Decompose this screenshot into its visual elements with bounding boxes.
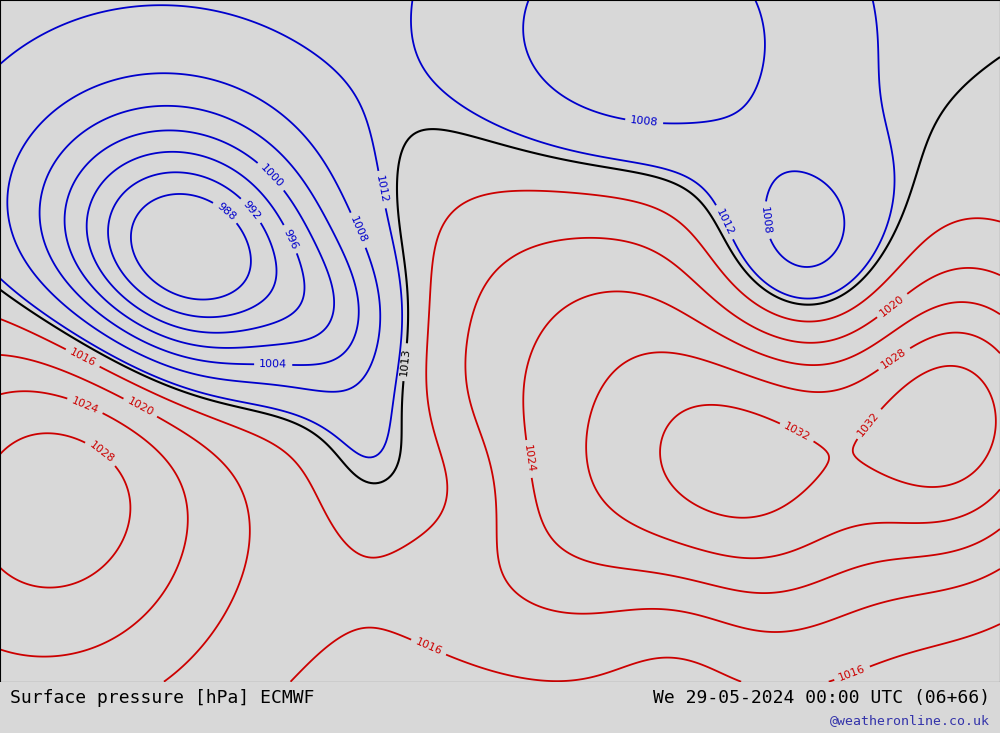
Text: 1008: 1008 — [348, 216, 369, 245]
Text: 1028: 1028 — [87, 440, 116, 465]
Text: 1013: 1013 — [399, 347, 412, 377]
Text: 1012: 1012 — [714, 207, 735, 237]
Text: 1020: 1020 — [126, 397, 155, 419]
Text: 996: 996 — [282, 227, 300, 251]
Text: @weatheronline.co.uk: @weatheronline.co.uk — [830, 714, 990, 727]
Text: 1016: 1016 — [68, 347, 97, 369]
Text: 1032: 1032 — [856, 410, 881, 438]
Text: 1000: 1000 — [258, 163, 285, 190]
Text: We 29-05-2024 00:00 UTC (06+66): We 29-05-2024 00:00 UTC (06+66) — [653, 689, 990, 707]
Text: 1024: 1024 — [70, 395, 100, 415]
Text: 1008: 1008 — [759, 206, 772, 235]
Text: 1020: 1020 — [878, 293, 906, 318]
Text: 1028: 1028 — [880, 347, 909, 371]
Text: 992: 992 — [241, 199, 262, 221]
Text: 1032: 1032 — [782, 421, 812, 443]
Text: 1008: 1008 — [630, 116, 659, 128]
Text: 1016: 1016 — [837, 663, 867, 683]
Text: 1012: 1012 — [374, 175, 390, 205]
Text: 1024: 1024 — [522, 444, 536, 474]
Text: Surface pressure [hPa] ECMWF: Surface pressure [hPa] ECMWF — [10, 689, 314, 707]
Text: 1004: 1004 — [259, 359, 287, 369]
Text: 988: 988 — [214, 201, 237, 223]
Text: 1016: 1016 — [414, 637, 443, 658]
